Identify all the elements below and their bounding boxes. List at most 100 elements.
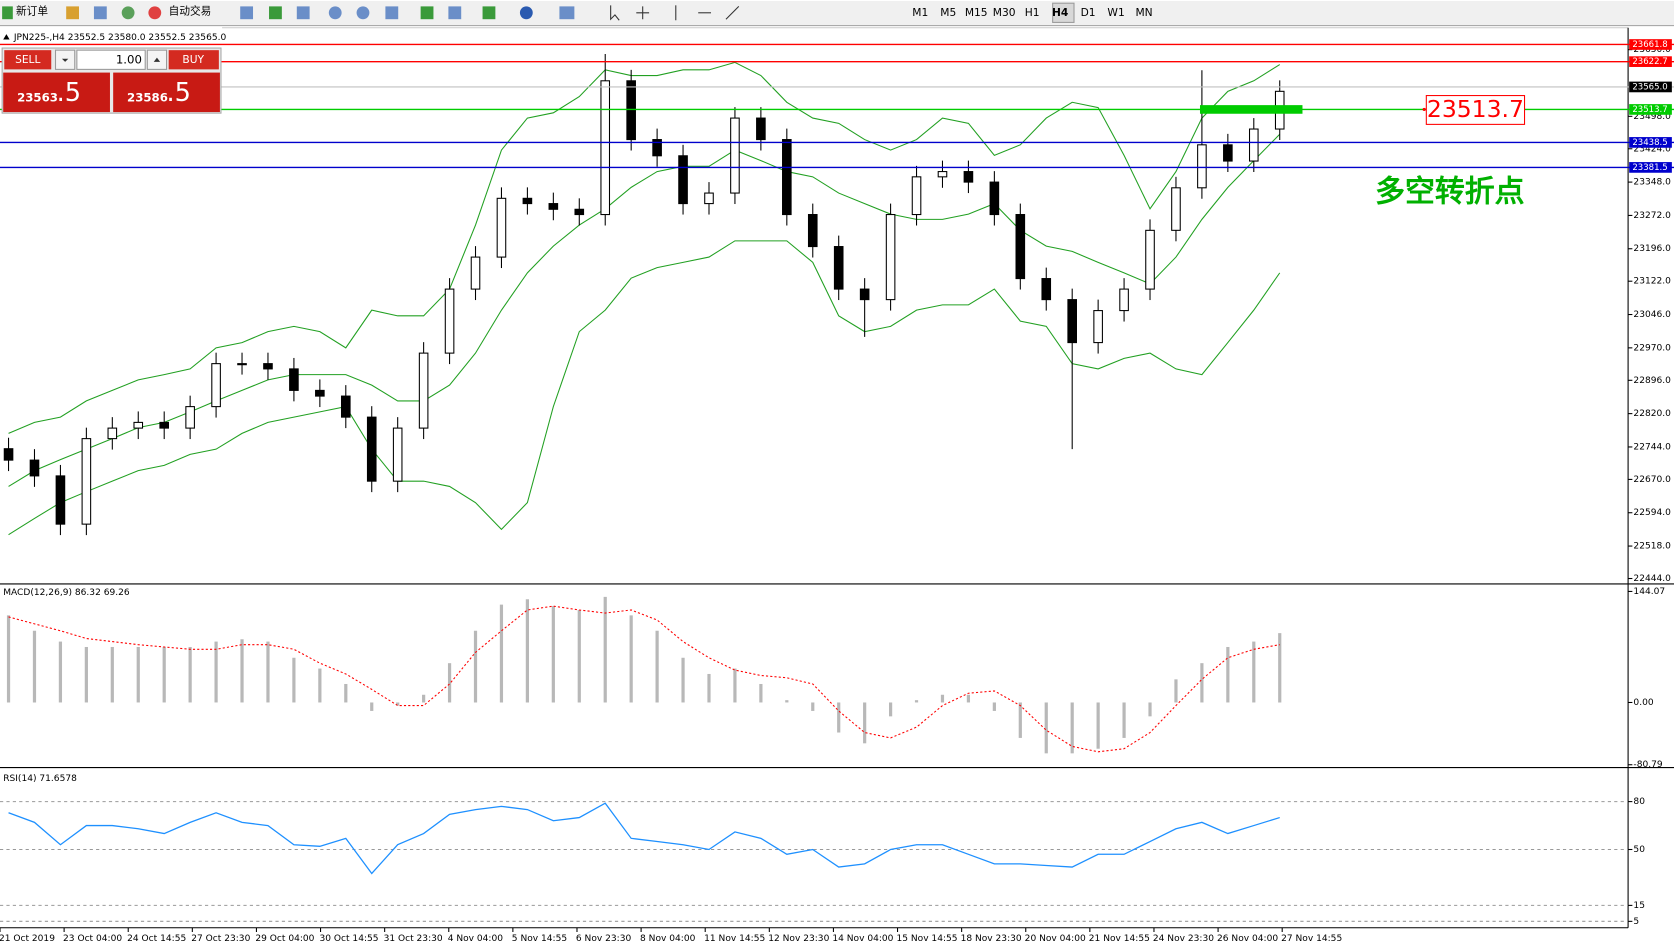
auto-trading[interactable]: 自动交易 [169, 5, 212, 18]
y-tick-label: 23650.0 [1633, 45, 1671, 55]
y-tick-label: 144.07 [1633, 587, 1665, 597]
order-panel: SELL 1.00 BUY 23563 .5 23586 .5 [1, 47, 222, 114]
y-tick-label: 22670.0 [1633, 475, 1671, 485]
candle-body [340, 395, 351, 418]
y-tick-label: 23196.0 [1633, 244, 1671, 254]
candle-body [418, 352, 429, 429]
cursor-tool[interactable] [610, 5, 620, 21]
bollinger-band [8, 240, 1281, 536]
crosshair-tool[interactable] [636, 6, 650, 20]
candle-body [496, 197, 507, 258]
timeframe[interactable]: H4 [1052, 6, 1068, 19]
y-tick-label: 22444.0 [1633, 574, 1671, 584]
time-label: 27 Nov 14:55 [1281, 934, 1342, 944]
tool-icon[interactable] [121, 6, 135, 20]
tool-icon[interactable] [93, 6, 107, 20]
macd-signal [8, 605, 1280, 753]
tool-icon[interactable] [269, 6, 282, 20]
time-label: 18 Nov 23:30 [961, 934, 1022, 944]
price-level-label: 23565.0 [1632, 82, 1667, 92]
time-label: 15 Nov 14:55 [896, 934, 957, 944]
candle-body [366, 416, 377, 482]
candle-body [937, 171, 948, 178]
y-tick-label: 15 [1633, 901, 1645, 911]
time-label: 24 Nov 23:30 [1153, 934, 1214, 944]
candle-body [756, 117, 766, 141]
candle-body [600, 80, 611, 216]
buy-price-box[interactable] [113, 72, 220, 113]
tool-icon[interactable] [328, 6, 342, 20]
ask-fraction[interactable]: .5 [167, 78, 191, 108]
tool-icon[interactable] [66, 6, 80, 20]
time-label: 5 Nov 14:55 [512, 934, 567, 944]
candle-body [807, 214, 818, 248]
tool-icon[interactable] [296, 6, 310, 20]
tool-icon[interactable] [448, 6, 462, 20]
bid-price[interactable]: 23563 [17, 91, 58, 105]
time-label: 21 Nov 14:55 [1089, 934, 1150, 944]
tool-icon[interactable] [356, 6, 370, 20]
trendline-tool[interactable] [725, 6, 740, 20]
timeframe[interactable]: W1 [1107, 6, 1124, 19]
candle-body [133, 421, 144, 429]
ask-price[interactable]: 23586 [127, 91, 168, 105]
timeframe[interactable]: M15 [965, 6, 988, 19]
candle-body [626, 80, 636, 141]
tool-icon[interactable] [482, 6, 496, 20]
candle-body [470, 256, 481, 290]
candle-body [444, 288, 455, 354]
candle-body [107, 427, 118, 440]
y-tick-label: 22744.0 [1633, 442, 1671, 452]
sell-button[interactable] [4, 50, 52, 70]
tool-icon[interactable] [559, 6, 575, 20]
y-tick-label: 23122.0 [1633, 277, 1671, 287]
time-label: 30 Oct 14:55 [319, 934, 378, 944]
lot-value[interactable]: 1.00 [116, 52, 142, 66]
y-tick-label: 0.00 [1633, 698, 1653, 708]
timeframe[interactable]: M1 [912, 6, 928, 19]
y-tick-label: 23498.0 [1633, 112, 1671, 122]
timeframe[interactable]: M5 [940, 6, 956, 19]
arrow [153, 57, 161, 62]
time-label: 4 Nov 04:00 [448, 934, 504, 944]
sell-price-box[interactable] [3, 72, 110, 113]
timeframe[interactable]: MN [1135, 6, 1152, 19]
bollinger-band [8, 61, 1281, 434]
symbol-marker [3, 34, 10, 40]
price-level-label: 23513.7 [1632, 105, 1667, 115]
active-timeframe [1052, 2, 1075, 23]
candle-body [185, 406, 195, 429]
price-level-box [1629, 81, 1672, 93]
candle-body [1197, 144, 1207, 189]
timeframe[interactable]: D1 [1081, 6, 1096, 19]
price-level-box [1629, 56, 1672, 67]
auto-trading-icon[interactable] [148, 6, 162, 20]
candle-body [885, 214, 896, 301]
time-label: 8 Nov 04:00 [640, 934, 696, 944]
buy-label[interactable]: BUY [182, 53, 204, 66]
timeframe[interactable]: M30 [993, 6, 1016, 19]
candle-body [263, 363, 273, 370]
tool-icon[interactable] [385, 6, 399, 20]
candle-body [678, 155, 688, 205]
time-label: 6 Nov 23:30 [576, 934, 632, 944]
new-order[interactable]: 新订单 [16, 5, 48, 18]
timeframe[interactable]: H1 [1025, 6, 1040, 19]
candle-body [989, 181, 1000, 216]
y-tick-label: 23424.0 [1633, 144, 1671, 154]
candle-body [289, 368, 299, 391]
tool-icon[interactable] [420, 6, 434, 20]
candle-body [315, 389, 325, 397]
y-tick-label: 80 [1633, 797, 1645, 807]
candle-body [3, 448, 14, 461]
tool-icon[interactable] [519, 6, 533, 20]
tool-icon[interactable] [240, 6, 254, 20]
sell-label[interactable]: SELL [15, 53, 40, 66]
new-order-icon[interactable] [2, 6, 13, 20]
buy-button[interactable] [168, 50, 219, 70]
lot-input[interactable] [76, 49, 146, 70]
y-tick-label: 23272.0 [1633, 211, 1671, 221]
bid-fraction[interactable]: .5 [57, 78, 81, 108]
